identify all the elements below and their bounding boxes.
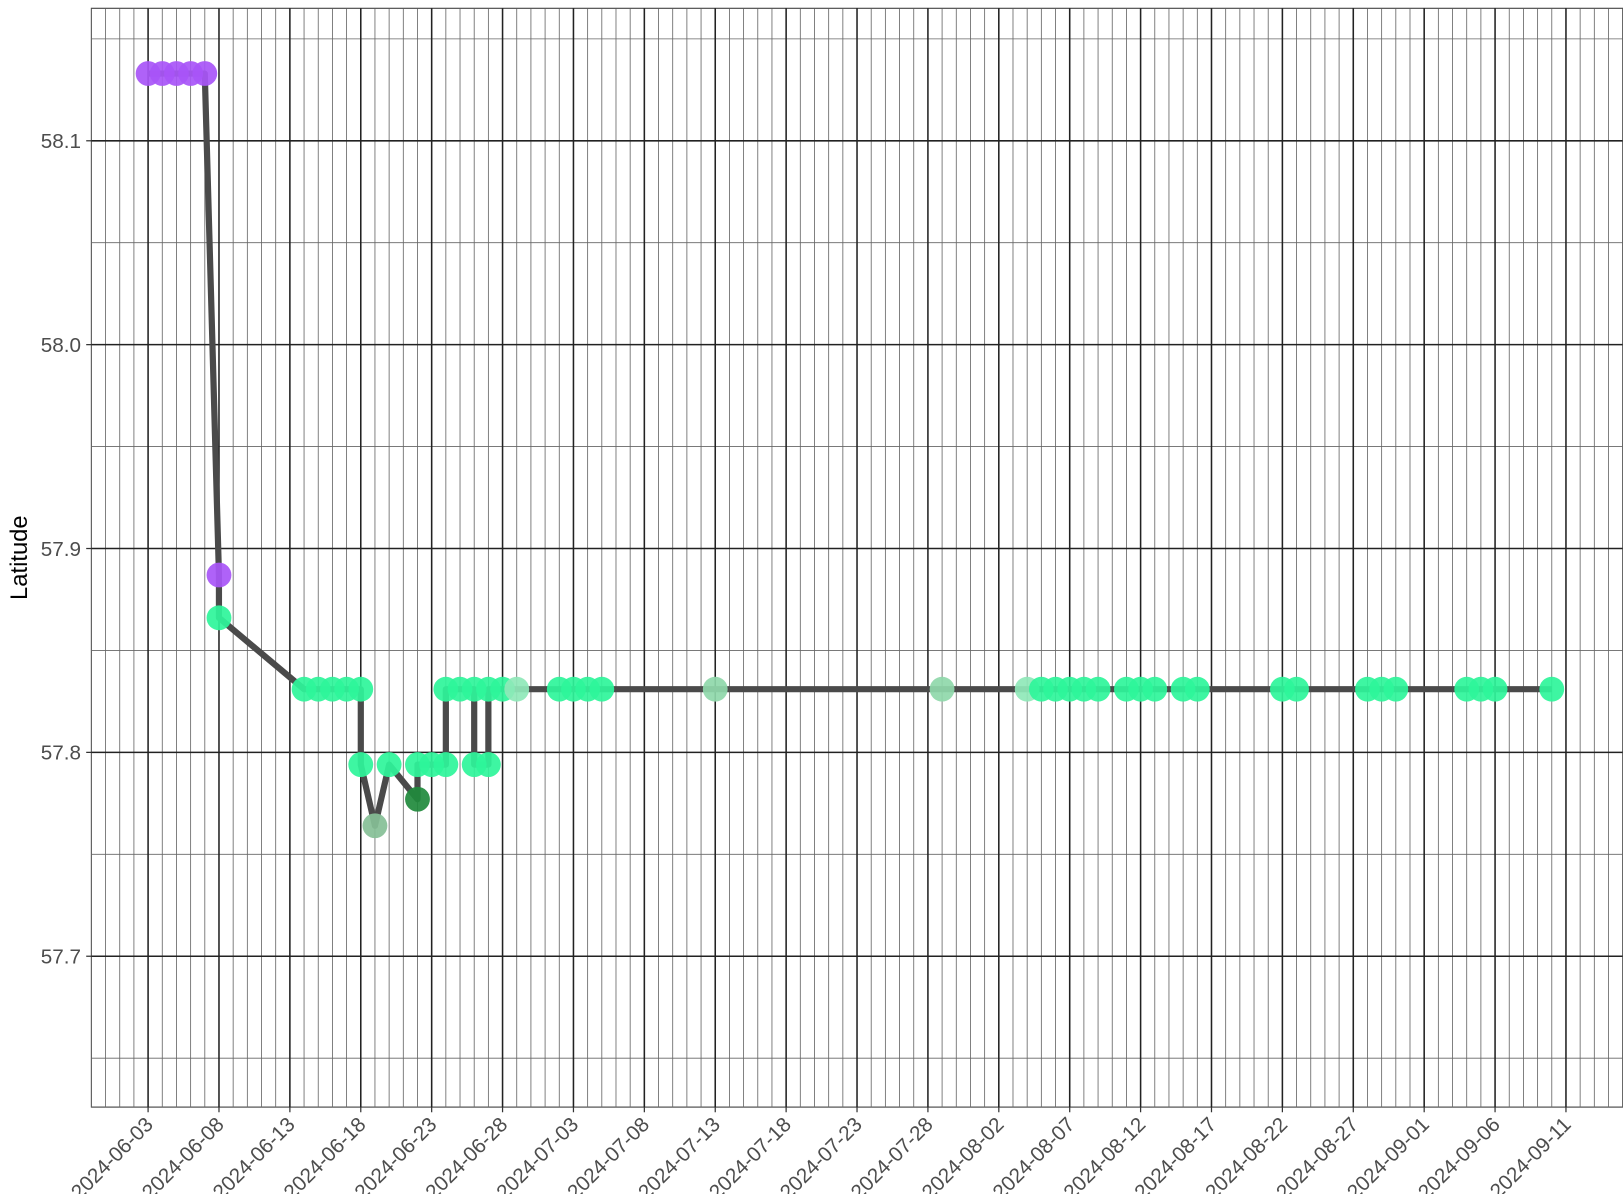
point: [1383, 676, 1409, 702]
point: [192, 61, 218, 86]
y-tick-label: 57.9: [41, 538, 81, 561]
point: [348, 752, 374, 778]
point: [475, 752, 501, 778]
point: [405, 786, 430, 812]
y-tick-label: 57.7: [41, 945, 81, 968]
point: [348, 676, 374, 702]
point: [1284, 676, 1309, 702]
y-tick-label: 57.8: [41, 742, 81, 765]
point: [206, 562, 232, 588]
y-tick-label: 58.1: [41, 130, 81, 153]
point: [433, 752, 459, 778]
point: [1184, 676, 1210, 702]
point: [1539, 676, 1565, 702]
point: [929, 676, 955, 702]
point: [589, 676, 615, 702]
point: [376, 752, 402, 778]
point: [504, 676, 530, 702]
y-tick-label: 58.0: [41, 334, 81, 357]
y-axis-label: Latitude: [6, 515, 33, 600]
point: [1142, 676, 1168, 702]
point: [362, 813, 388, 839]
point: [702, 676, 728, 702]
point: [206, 605, 232, 631]
point: [1482, 676, 1508, 702]
point: [1085, 676, 1111, 702]
